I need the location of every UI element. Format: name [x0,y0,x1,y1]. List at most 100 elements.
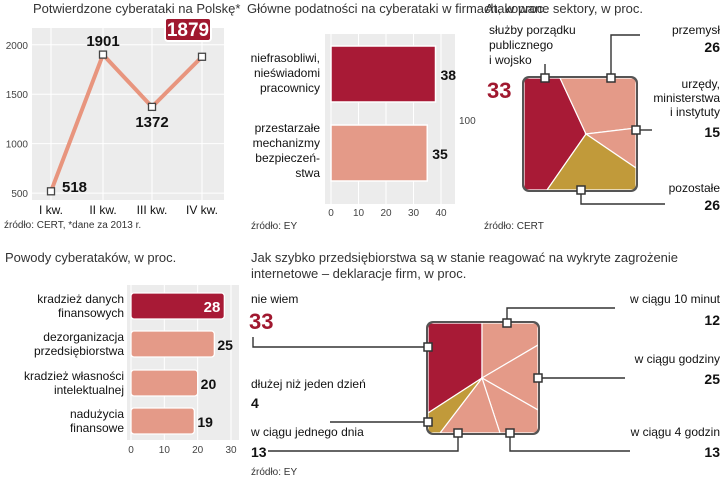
reasons-bar-1 [130,292,225,320]
reasons-value-label-2: 25 [217,337,233,353]
weaknesses-bar-1 [330,45,437,103]
sectors-label-3-line-2: ministerstwa [653,91,720,105]
reasons-category-3-line-1: kradzież własności [24,369,124,383]
reaction-value-label-4: 13 [704,444,720,460]
reaction-source: źródło: EY [251,467,297,478]
weaknesses-source: źródło: EY [251,221,297,232]
reaction-value-label-1: 33 [249,309,273,334]
attacks-plot-area [32,28,224,200]
weaknesses-xtick-1: 0 [328,208,334,219]
sectors-label-4-line-1: pozostałe [669,181,720,195]
reaction-value-label-3: 25 [704,371,720,387]
weaknesses-value-label-1: 38 [441,67,457,83]
attacks-ytick-3: 1500 [6,90,29,101]
attacks-value-label-1: 518 [62,179,87,196]
reasons-xtick-1: 0 [128,445,134,456]
sectors-label-3-line-3: i instytuty [670,105,720,119]
sectors-chart-title: Atakowane sektory, w proc. [485,1,643,16]
reaction-marker-1 [423,342,433,352]
attacks-xtick-3: III kw. [137,203,168,217]
sectors-slice-2 [559,78,636,135]
weaknesses-value-label-2: 35 [432,146,448,162]
weaknesses-category-1-line-1: niefrasobliwi, [251,51,320,65]
reaction-marker-3 [533,373,543,383]
reaction-slice-2 [481,323,538,380]
sectors-value-label-1: 33 [487,78,511,103]
weaknesses-category-2-line-4: stwa [295,166,320,180]
reaction-label-5-line-1: w ciągu jednego dnia [250,425,364,439]
reasons-bar-chart: Powody cyberataków, w proc. 0 10 20 30 28 kra… [5,250,239,456]
reaction-title-line-1: Jak szybko przedsiębiorstwa są w stanie … [251,250,678,265]
reaction-title-line-2: internetowe – deklaracje firm, w proc. [251,266,466,281]
weaknesses-category-2-line-2: mechanizmy [253,136,320,150]
reasons-bar-4 [130,407,195,435]
weaknesses-xtick-5: 40 [435,208,447,219]
reaction-marker-6 [423,417,433,427]
sectors-value-label-2: 26 [704,39,720,55]
attacks-point-3 [147,102,157,112]
reaction-label-1-line-1: nie wiem [251,292,298,306]
sectors-label-1-line-1: służby porządku [489,23,576,37]
weaknesses-category-2-line-1: przestarzałe [255,121,321,135]
sectors-label-1-line-3: i wojsko [489,53,532,67]
reaction-marker-2 [502,318,512,328]
reasons-category-4-line-2: finansowe [70,421,124,435]
sectors-label-3-line-1: urzędy, [682,77,720,91]
reasons-category-4-line-1: nadużycia [70,407,124,421]
reasons-xtick-3: 20 [192,445,204,456]
reasons-value-label-3: 20 [201,376,217,392]
sectors-slice-4 [545,133,636,190]
reaction-leader-1 [252,337,428,348]
sectors-marker-2 [606,73,616,83]
reasons-category-1-line-1: kradzież danych [37,292,124,306]
reaction-leader-5 [268,433,459,452]
reasons-category-3-line-2: intelektualnej [54,383,124,397]
reaction-value-label-5: 13 [251,444,267,460]
sectors-label-1-line-2: publicznego [489,38,553,52]
reasons-chart-title: Powody cyberataków, w proc. [5,250,176,265]
attacks-value-label-2: 1901 [86,33,119,50]
attacks-ytick-4: 2000 [6,41,29,52]
attacks-xtick-2: II kw. [89,203,116,217]
attacks-value-label-3: 1372 [135,114,168,131]
weaknesses-xtick-4: 30 [408,208,420,219]
reasons-xtick-4: 30 [225,445,237,456]
weaknesses-category-2-line-3: bezpieczeń- [255,151,320,165]
reaction-label-3-line-1: w ciągu godziny [634,352,720,366]
reasons-category-1-line-2: finansowych [58,306,124,320]
reaction-value-label-6: 4 [251,395,259,411]
attacks-highlight-box [164,17,212,42]
attacks-xtick-4: IV kw. [186,203,218,217]
attacks-source: źródło: CERT, *dane za 2013 r. [4,220,141,231]
weaknesses-category-1-line-2: nieświadomi [254,66,320,80]
sectors-marker-1 [540,73,550,83]
sectors-leader-2 [610,34,640,78]
reaction-pie-chart: Jak szybko przedsiębiorstwa są w stanie … [249,250,720,478]
reasons-xtick-2: 10 [159,445,171,456]
sectors-marker-3 [631,125,641,135]
weaknesses-bar-2 [330,124,428,182]
weaknesses-category-1-line-3: pracownicy [260,81,320,95]
sectors-leader-4 [580,190,665,205]
weaknesses-xtick-2: 10 [353,208,365,219]
attacks-line-chart: Potwierdzone cyberataki na Polskę* 500 10… [4,1,240,231]
attacks-ytick-2: 1000 [6,140,29,151]
reasons-bar-3 [130,369,199,397]
reaction-label-2-line-1: w ciągu 10 minut [629,292,720,306]
reasons-value-label-4: 19 [197,414,213,430]
attacks-series-line [49,52,204,193]
reaction-leader-4 [509,433,630,452]
attacks-point-1 [46,187,56,196]
reasons-category-2-line-1: dezorganizacja [43,330,124,344]
reaction-label-6-line-1: dłużej niż jeden dzień [251,377,366,391]
reasons-bar-2 [130,330,215,358]
reaction-slice-6 [428,377,483,433]
reaction-label-4-line-1: w ciągu 4 godzin [630,425,720,439]
weaknesses-bar-chart: Główne podatności na cyberataki w firmac… [247,1,547,232]
attacks-ytick-1: 500 [11,189,28,200]
sectors-value-label-4: 26 [704,197,720,213]
attacks-chart-title: Potwierdzone cyberataki na Polskę* [33,1,240,16]
reasons-category-2-line-2: przedsiębiorstwa [34,344,124,358]
